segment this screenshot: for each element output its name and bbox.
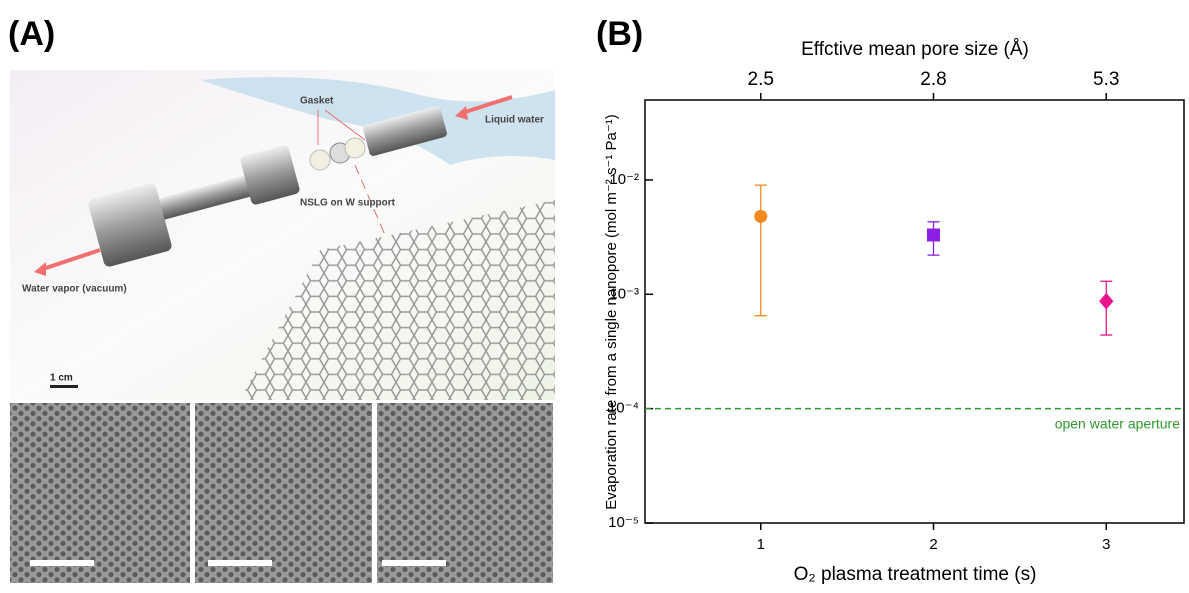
x2-tick-label: 2.8 xyxy=(920,69,946,90)
x-tick-label: 2 xyxy=(929,536,937,553)
scale-bar xyxy=(208,560,272,566)
x2-tick-label: 2.5 xyxy=(748,69,774,90)
annotation: Liquid water xyxy=(485,115,544,126)
x2-axis-title: Effctive mean pore size (Å) xyxy=(801,39,1029,60)
scale-bar xyxy=(50,385,78,388)
x-axis-title: O₂ plasma treatment time (s) xyxy=(794,564,1037,585)
tem-image xyxy=(195,403,372,583)
tem-image xyxy=(10,403,190,583)
figure: (A) Gasket Liquid water NSLG on W suppor… xyxy=(0,0,1189,588)
scale-bar xyxy=(382,560,446,566)
annotation: Gasket xyxy=(300,96,334,107)
panel-label: (B) xyxy=(596,15,643,53)
gasket xyxy=(310,150,330,170)
annotation: NSLG on W support xyxy=(300,198,396,209)
annotation: Water vapor (vacuum) xyxy=(22,284,127,295)
scale-bar xyxy=(30,560,94,566)
plot-frame xyxy=(645,100,1184,523)
y-tick-label: 10⁻⁵ xyxy=(608,514,639,531)
y-tick-label: 10⁻³ xyxy=(609,285,639,302)
y-tick-label: 10⁻⁴ xyxy=(608,400,639,417)
point xyxy=(754,210,767,223)
reference-label: open water aperture xyxy=(1055,415,1181,431)
y-tick-label: 10⁻² xyxy=(609,171,639,188)
x2-tick-label: 5.3 xyxy=(1093,69,1119,90)
point xyxy=(1099,293,1113,310)
panel-label: (A) xyxy=(8,15,55,53)
x-tick-label: 1 xyxy=(757,536,765,553)
gasket xyxy=(345,138,365,158)
x-tick-label: 3 xyxy=(1102,536,1110,553)
point xyxy=(927,228,940,241)
scale-label: 1 cm xyxy=(50,373,73,384)
page: (A) Gasket Liquid water NSLG on W suppor… xyxy=(0,0,1189,588)
panel-a: (A) Gasket Liquid water NSLG on W suppor… xyxy=(8,15,555,583)
tem-image xyxy=(377,403,553,583)
panel-b: (B) Effctive mean pore size (Å) O₂ plasm… xyxy=(596,15,1184,585)
